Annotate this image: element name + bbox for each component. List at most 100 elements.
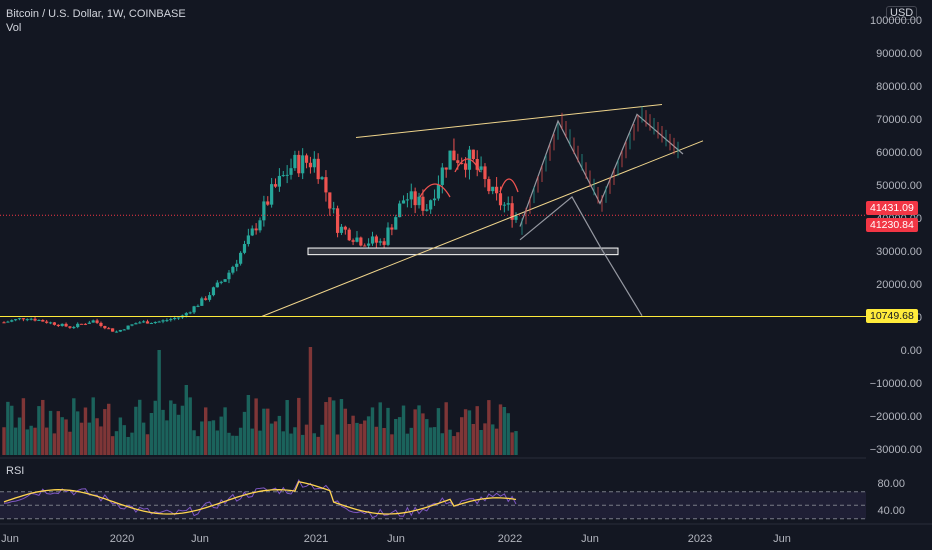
volume-bar bbox=[467, 410, 472, 455]
volume-bar bbox=[149, 412, 154, 455]
volume-bar bbox=[211, 420, 216, 455]
volume-bar bbox=[29, 425, 33, 455]
price-tick-label: 50000.00 bbox=[876, 180, 922, 192]
candle-body bbox=[107, 328, 111, 330]
candle-body bbox=[359, 237, 363, 246]
volume-bar bbox=[463, 409, 468, 455]
candle-body bbox=[401, 200, 406, 204]
candle-body bbox=[277, 175, 281, 187]
volume-bar bbox=[324, 402, 328, 455]
candle-body bbox=[250, 228, 254, 236]
candle-body bbox=[273, 184, 278, 187]
candle-body bbox=[343, 226, 347, 230]
volume-bar bbox=[227, 432, 231, 455]
volume-bar bbox=[300, 434, 305, 455]
candle-body bbox=[72, 327, 76, 329]
volume-bar bbox=[223, 407, 227, 455]
candle-body bbox=[10, 320, 14, 322]
volume-bar bbox=[444, 402, 448, 455]
time-tick-label: 2022 bbox=[497, 533, 523, 545]
candle-body bbox=[211, 287, 216, 296]
volume-bar bbox=[293, 427, 297, 455]
candle-body bbox=[114, 331, 119, 333]
candle-body bbox=[281, 175, 285, 177]
volume-bar bbox=[355, 422, 359, 455]
time-tick-label: Jun bbox=[387, 533, 405, 545]
volume-bar bbox=[118, 417, 123, 455]
volume-bars bbox=[2, 347, 518, 455]
volume-bar bbox=[10, 405, 14, 455]
volume-bar bbox=[114, 431, 119, 455]
candle-body bbox=[432, 198, 437, 201]
volume-bar bbox=[421, 413, 425, 455]
trendline bbox=[355, 104, 663, 138]
price-tick-label: 100000.00 bbox=[870, 15, 922, 27]
volume-bar bbox=[33, 427, 37, 455]
candle-body bbox=[157, 321, 161, 323]
price-tick-label: 0.00 bbox=[900, 345, 922, 357]
candle-body bbox=[188, 312, 192, 314]
volume-bar bbox=[390, 434, 394, 455]
volume-bar bbox=[161, 409, 165, 455]
candle-body bbox=[332, 208, 336, 210]
candle-body bbox=[91, 320, 95, 323]
candle-body bbox=[231, 266, 235, 273]
annotation-arc bbox=[499, 178, 519, 193]
candle-body bbox=[41, 319, 45, 322]
drawings bbox=[0, 104, 866, 318]
volume-bar bbox=[258, 430, 262, 455]
candle-body bbox=[355, 237, 359, 242]
volume-bar bbox=[95, 418, 99, 455]
trendline bbox=[261, 140, 704, 317]
volume-bar bbox=[203, 407, 208, 455]
annotation-arc bbox=[454, 158, 481, 173]
candle-body bbox=[471, 149, 475, 160]
candle-body bbox=[514, 215, 518, 220]
candle-body bbox=[103, 325, 107, 329]
volume-bar bbox=[428, 427, 433, 455]
candle-body bbox=[99, 322, 103, 326]
candle-body bbox=[161, 320, 165, 322]
volume-bar bbox=[363, 420, 367, 455]
volume-bar bbox=[13, 427, 18, 455]
price-tick-label: −10000.00 bbox=[869, 378, 922, 390]
candle-body bbox=[192, 306, 196, 313]
volume-bar bbox=[471, 423, 476, 455]
currency-button[interactable]: USD bbox=[886, 6, 918, 20]
volume-bar bbox=[366, 416, 371, 455]
volume-bar bbox=[242, 411, 247, 455]
volume-bar bbox=[498, 404, 503, 455]
volume-bar bbox=[479, 429, 483, 455]
volume-bar bbox=[246, 395, 251, 455]
candle-body bbox=[312, 158, 316, 168]
candle-body bbox=[405, 199, 409, 201]
annotation-arc bbox=[419, 183, 451, 198]
candle-body bbox=[33, 318, 37, 321]
candle-body bbox=[297, 154, 301, 174]
volume-bar bbox=[506, 413, 510, 455]
support-zone-box bbox=[307, 247, 619, 256]
volume-bar bbox=[231, 435, 235, 455]
candle-body bbox=[409, 191, 413, 200]
candle-body bbox=[421, 196, 425, 211]
volume-bar bbox=[41, 399, 45, 455]
volume-bar bbox=[285, 400, 289, 455]
volume-bar bbox=[281, 431, 285, 455]
candle-body bbox=[417, 196, 421, 206]
volume-bar bbox=[103, 409, 107, 455]
volume-bar bbox=[130, 432, 134, 455]
candle-body bbox=[324, 177, 328, 193]
candle-body bbox=[111, 328, 115, 332]
volume-bar bbox=[238, 427, 243, 455]
time-tick-label: 2023 bbox=[687, 533, 713, 545]
candle-body bbox=[227, 272, 231, 280]
price-tick-label: 80000.00 bbox=[876, 81, 922, 93]
volume-bar bbox=[491, 424, 495, 455]
volume-bar bbox=[215, 430, 220, 455]
candle-body bbox=[17, 318, 22, 320]
candle-body bbox=[262, 201, 266, 221]
price-tag: 41230.84 bbox=[866, 217, 918, 232]
rsi-line bbox=[3, 479, 517, 519]
symbol-title: Bitcoin / U.S. Dollar, 1W, COINBASE bbox=[6, 8, 186, 20]
